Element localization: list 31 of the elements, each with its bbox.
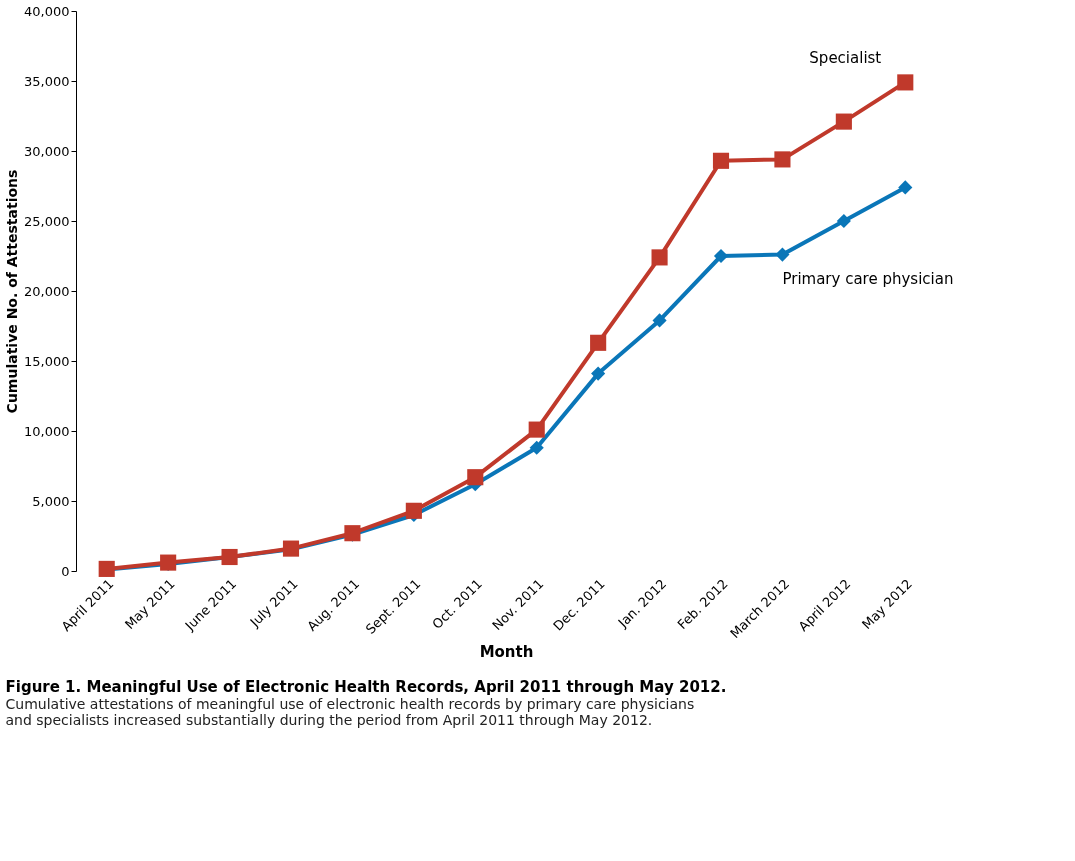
series-label: Primary care physician (782, 269, 954, 288)
point (775, 247, 790, 262)
point (712, 152, 730, 169)
point (652, 313, 667, 328)
x-axis-title: Month (479, 643, 534, 662)
point (405, 502, 422, 519)
y-tick-label: 40,000 (24, 3, 70, 19)
text: Cumulative attestations of meaningful use of electronic health records by primary care physicians and specialists increased substantially during the period from April 2011 through May 2012. (5, 695, 695, 728)
y-tick-label: 5,000 (32, 493, 70, 509)
point (528, 421, 545, 438)
y-tick-label: 10,000 (24, 423, 70, 439)
y-axis-title: Cumulative No. of Attestations (4, 169, 21, 414)
text: Figure 1. Meaningful Use of Electronic Health Records, April 2011 through May 2012. (5, 677, 727, 696)
point (897, 74, 914, 91)
point (898, 180, 913, 195)
y-tick-label: 0 (61, 563, 70, 579)
point (590, 334, 607, 351)
point (835, 113, 852, 130)
series-label: Specialist (809, 49, 882, 68)
y-tick-label: 20,000 (24, 283, 70, 299)
y-tick-label: 35,000 (24, 73, 70, 89)
point (836, 213, 851, 229)
point (529, 440, 544, 455)
point (591, 366, 606, 381)
point (713, 248, 729, 264)
point (467, 469, 484, 486)
y-tick-label: 15,000 (24, 353, 70, 369)
point (651, 249, 668, 266)
y-tick-label: 30,000 (24, 143, 70, 159)
point (774, 151, 791, 168)
y-tick-label: 25,000 (24, 213, 70, 229)
